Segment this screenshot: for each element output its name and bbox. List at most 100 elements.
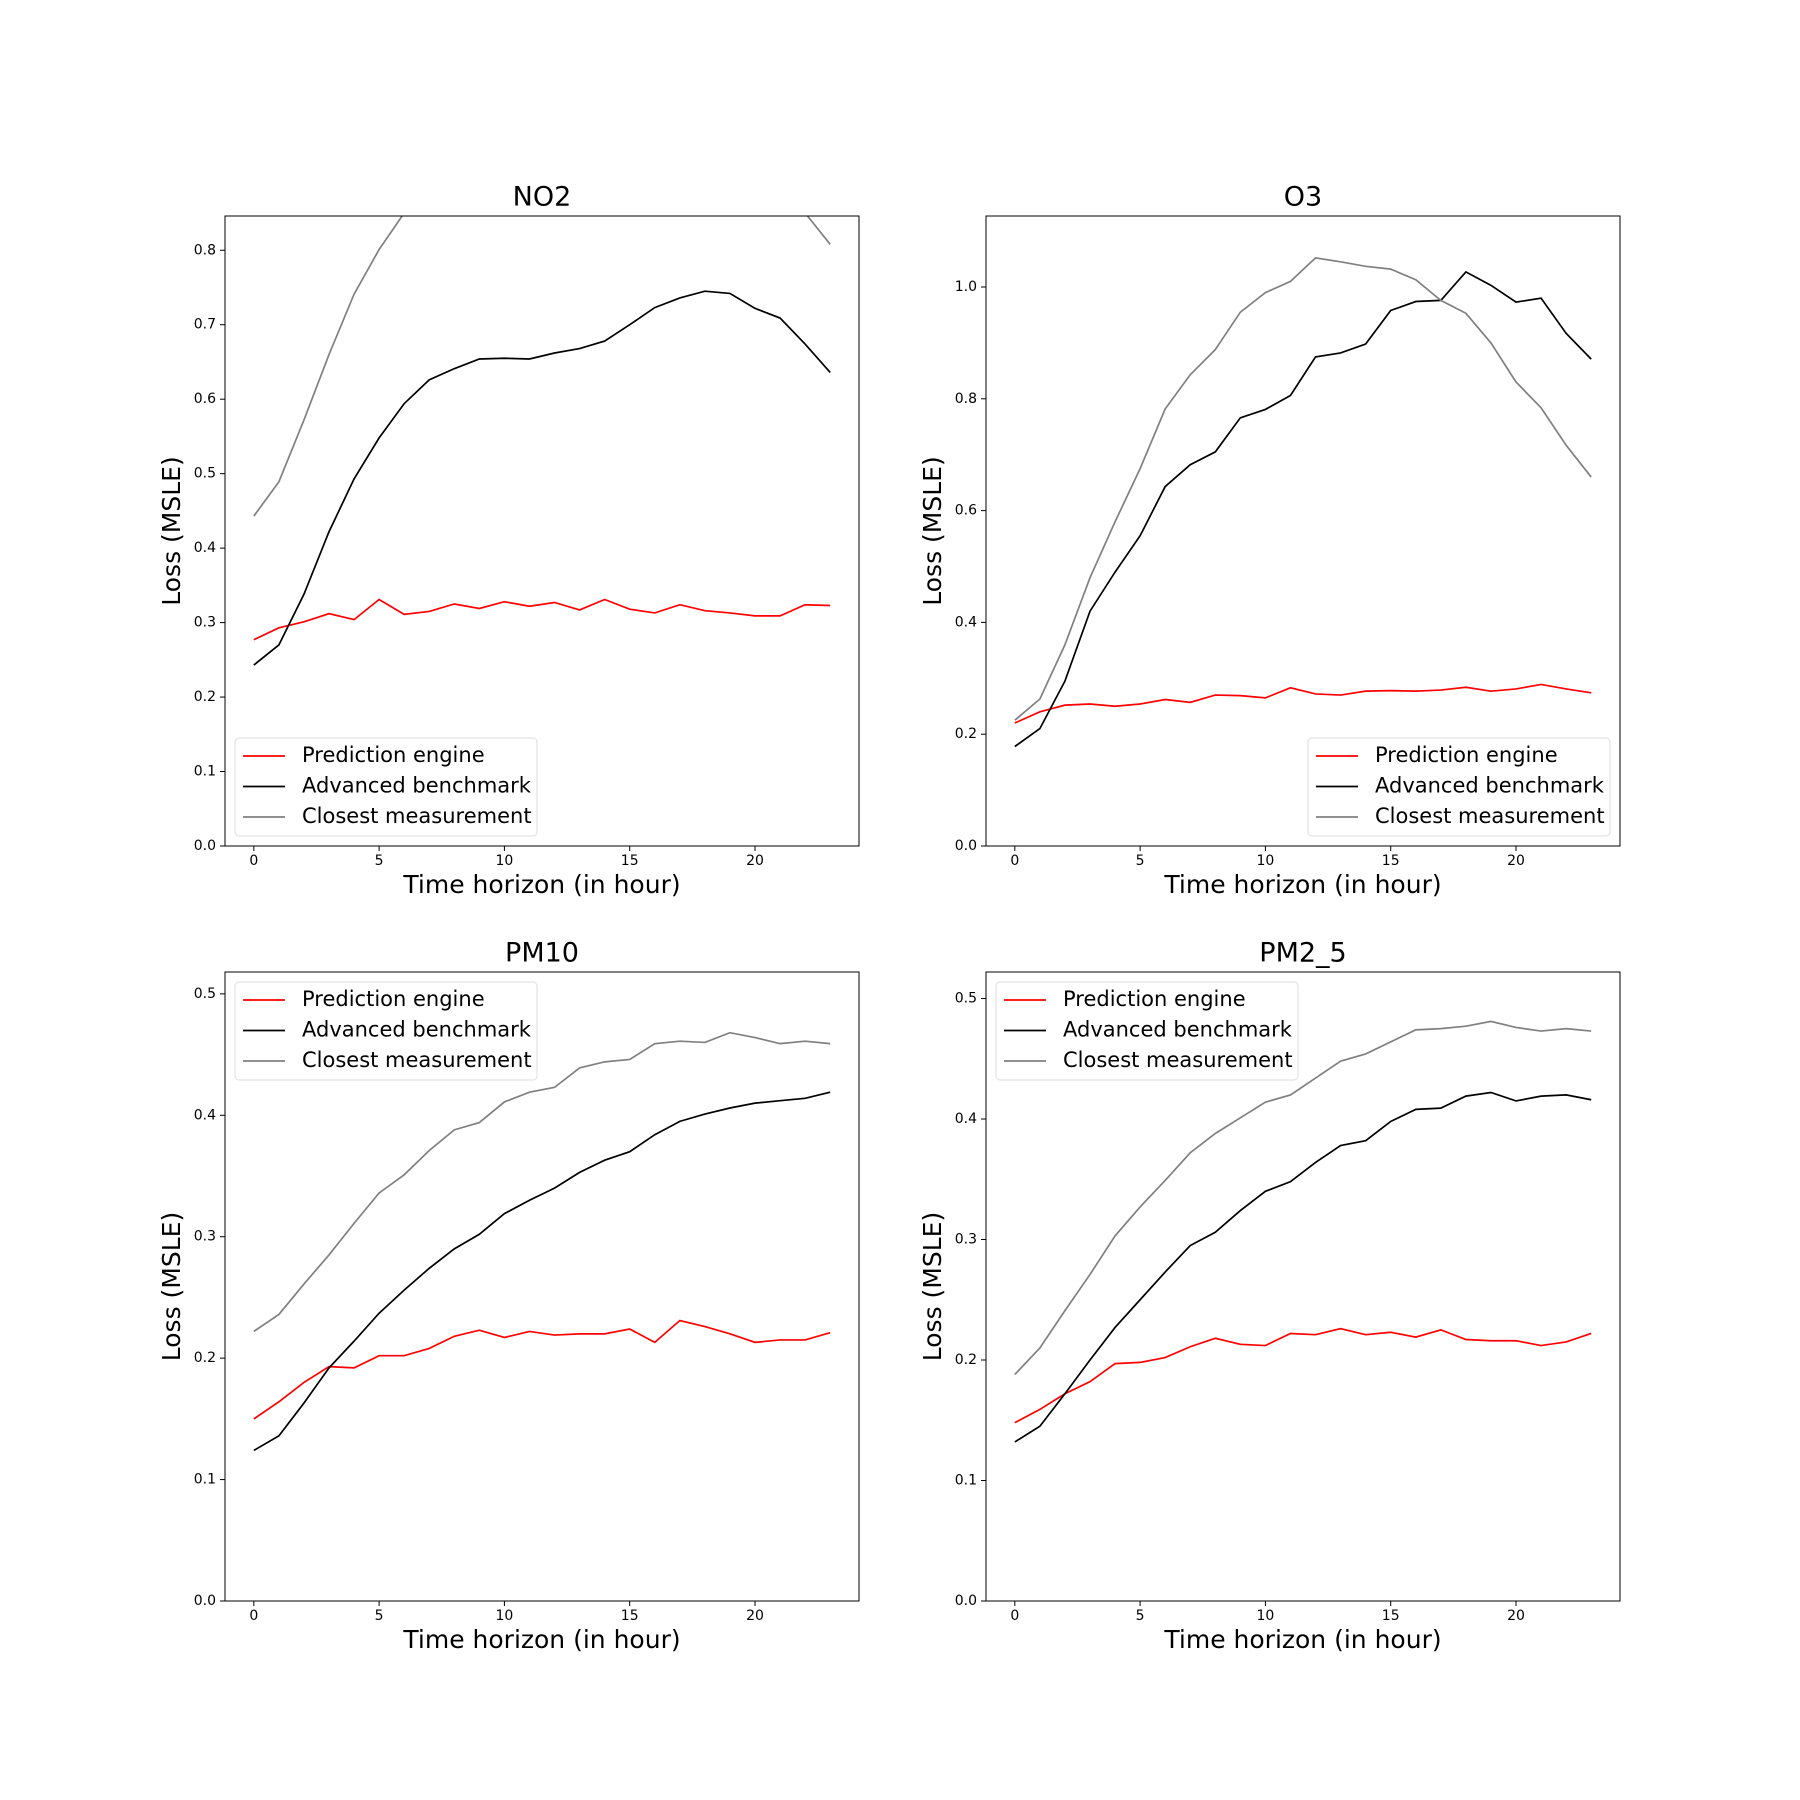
series-line	[1014, 1327, 1592, 1424]
y-tick-label: 0.2	[194, 689, 216, 705]
x-tick-label: 15	[621, 1608, 639, 1624]
series-line	[1014, 257, 1592, 721]
x-tick-label: 15	[621, 853, 639, 869]
x-tick-label: 0	[249, 853, 258, 869]
x-tick-label: 5	[1136, 853, 1145, 869]
y-tick-label: 0.5	[194, 986, 216, 1002]
x-tick-label: 20	[1507, 1608, 1525, 1624]
y-tick-label: 0.0	[194, 1593, 216, 1609]
x-tick-label: 20	[746, 853, 764, 869]
legend-label: Closest measurement	[302, 1048, 532, 1072]
y-tick-label: 0.0	[955, 838, 977, 854]
y-tick-label: 0.5	[194, 466, 216, 482]
y-tick-label: 0.8	[194, 242, 216, 258]
legend-frame	[995, 981, 1299, 1081]
legend-label: Advanced benchmark	[302, 1018, 532, 1042]
chart-title: NO2	[513, 182, 572, 213]
x-axis-label: Time horizon (in hour)	[402, 1625, 680, 1654]
x-tick-label: 20	[746, 1608, 764, 1624]
series-line	[1014, 270, 1592, 748]
legend-label: Advanced benchmark	[302, 774, 532, 798]
subplot: PM10 Time horizon (in hour) Loss (MSLE) 0 5 1…	[157, 938, 860, 1654]
subplot: O3 Time horizon (in hour) Loss (MSLE) 0 5 10 1…	[918, 182, 1621, 899]
y-tick-label: 0.6	[194, 391, 216, 407]
legend-frame	[234, 981, 538, 1081]
y-tick-label: 0.3	[194, 1229, 216, 1245]
legend-frame	[234, 737, 538, 837]
chart-title: O3	[1284, 182, 1322, 213]
y-tick-label: 0.1	[955, 1473, 977, 1489]
legend-label: Closest measurement	[302, 804, 532, 828]
subplot: NO2 Time horizon (in hour) Loss (MSLE) 0 5 10…	[157, 182, 860, 899]
plot-frame	[224, 971, 860, 1602]
x-tick-label: 5	[375, 1608, 384, 1624]
series-line	[253, 1031, 831, 1333]
y-tick-label: 1.0	[955, 279, 977, 295]
x-tick-label: 5	[375, 853, 384, 869]
series-line	[253, 290, 831, 666]
y-axis-label: Loss (MSLE)	[918, 1212, 947, 1361]
y-tick-label: 0.4	[955, 1111, 977, 1127]
legend-label: Advanced benchmark	[1375, 774, 1605, 798]
series-line	[253, 1091, 831, 1452]
legend-label: Prediction engine	[1375, 743, 1558, 767]
legend-label: Advanced benchmark	[1063, 1018, 1293, 1042]
y-tick-label: 0.4	[955, 614, 977, 630]
legend-label: Closest measurement	[1375, 804, 1605, 828]
series-line	[1014, 683, 1592, 724]
legend-label: Prediction engine	[1063, 987, 1246, 1011]
legend-frame	[1307, 737, 1611, 837]
y-tick-label: 0.6	[955, 503, 977, 519]
y-tick-label: 0.2	[955, 1352, 977, 1368]
series-line	[253, 1319, 831, 1420]
plot-frame	[985, 971, 1621, 1602]
legend: Prediction engine Advanced benchmark Close…	[1307, 737, 1611, 837]
series-line	[253, 598, 831, 641]
plot-frame	[224, 215, 860, 847]
series-line	[1014, 1020, 1592, 1376]
y-tick-label: 0.8	[955, 391, 977, 407]
x-tick-label: 20	[1507, 853, 1525, 869]
y-tick-label: 0.4	[194, 1107, 216, 1123]
x-tick-label: 10	[495, 853, 513, 869]
x-tick-label: 15	[1382, 1608, 1400, 1624]
y-tick-label: 0.2	[955, 726, 977, 742]
series-line	[253, 216, 831, 517]
series-line	[1014, 1091, 1592, 1443]
x-tick-label: 10	[1256, 1608, 1274, 1624]
subplot: PM2_5 Time horizon (in hour) Loss (MSLE) 0 5…	[918, 938, 1621, 1654]
y-tick-label: 0.1	[194, 764, 216, 780]
x-tick-label: 0	[1010, 853, 1019, 869]
legend-label: Prediction engine	[302, 987, 485, 1011]
x-tick-label: 10	[1256, 853, 1274, 869]
x-tick-label: 10	[495, 1608, 513, 1624]
x-tick-label: 15	[1382, 853, 1400, 869]
y-tick-label: 0.3	[955, 1232, 977, 1248]
y-tick-label: 0.3	[194, 615, 216, 631]
x-axis-label: Time horizon (in hour)	[1163, 1625, 1441, 1654]
y-tick-label: 0.1	[194, 1472, 216, 1488]
x-axis-label: Time horizon (in hour)	[1163, 870, 1441, 899]
y-tick-label: 0.5	[955, 991, 977, 1007]
plot-frame	[985, 215, 1621, 847]
y-tick-label: 0.2	[194, 1350, 216, 1366]
y-tick-label: 0.0	[194, 838, 216, 854]
legend: Prediction engine Advanced benchmark Close…	[995, 981, 1299, 1081]
legend-label: Closest measurement	[1063, 1048, 1293, 1072]
y-axis-label: Loss (MSLE)	[157, 1212, 186, 1361]
legend: Prediction engine Advanced benchmark Close…	[234, 737, 538, 837]
x-tick-label: 0	[1010, 1608, 1019, 1624]
legend: Prediction engine Advanced benchmark Close…	[234, 981, 538, 1081]
chart-title: PM10	[505, 938, 579, 969]
y-tick-label: 0.4	[194, 540, 216, 556]
x-tick-label: 0	[249, 1608, 258, 1624]
y-axis-label: Loss (MSLE)	[918, 456, 947, 605]
y-tick-label: 0.7	[194, 317, 216, 333]
x-axis-label: Time horizon (in hour)	[402, 870, 680, 899]
y-tick-label: 0.0	[955, 1593, 977, 1609]
x-tick-label: 5	[1136, 1608, 1145, 1624]
legend-label: Prediction engine	[302, 743, 485, 767]
chart-title: PM2_5	[1259, 938, 1346, 969]
